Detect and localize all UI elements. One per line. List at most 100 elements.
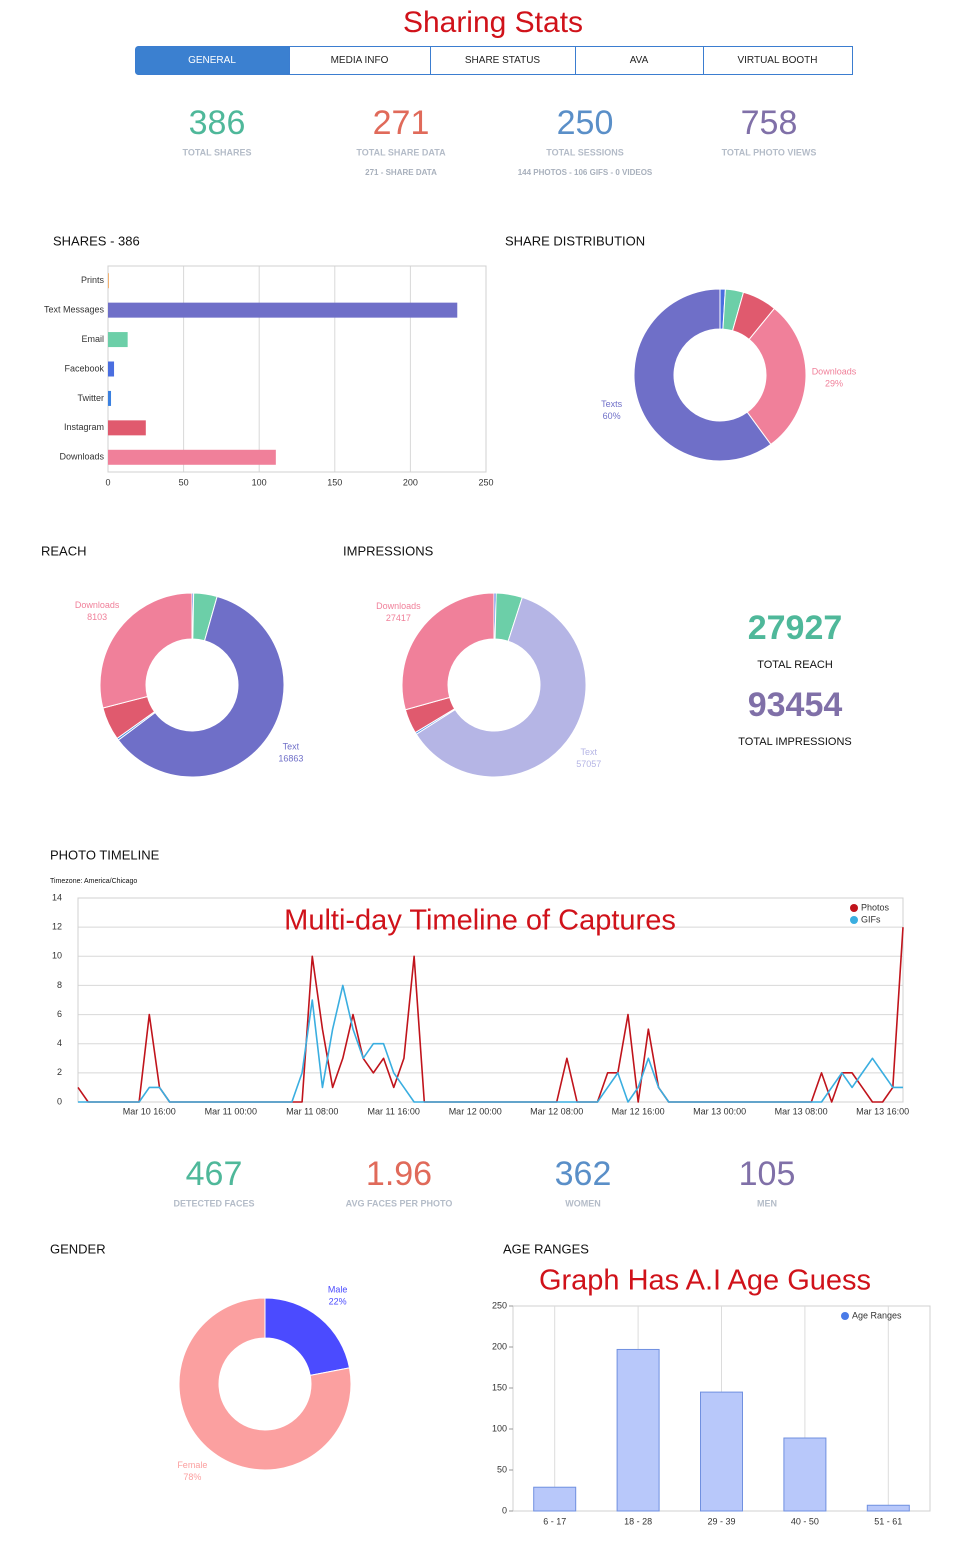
stat-value: 105 (739, 1155, 796, 1193)
legend-label: GIFs (861, 914, 881, 924)
bar (866, 1504, 910, 1512)
x-tick-label: Mar 10 16:00 (123, 1106, 176, 1116)
slice-value: 78% (183, 1472, 201, 1482)
stat-label: TOTAL SHARES (182, 147, 251, 157)
y-tick-label: Downloads (59, 452, 104, 462)
plot-frame (107, 265, 487, 473)
y-tick-label: Prints (81, 275, 105, 285)
x-tick-label: 100 (252, 477, 267, 487)
tab-label[interactable]: AVA (630, 55, 649, 66)
donut-slice (415, 596, 587, 778)
tab[interactable] (289, 46, 431, 75)
chart-title: PHOTO TIMELINE (50, 847, 160, 862)
slice-value: 22% (329, 1297, 347, 1307)
stat-value: 271 (373, 104, 430, 142)
slice-label: Downloads (75, 600, 120, 610)
bar (108, 273, 109, 289)
stat-label: TOTAL SESSIONS (546, 147, 624, 157)
legend-marker (850, 904, 858, 912)
x-tick-label: Mar 12 08:00 (530, 1106, 583, 1116)
donut-slice (264, 1297, 351, 1376)
total-value: 27927 (748, 609, 843, 647)
slice-label: Female (177, 1460, 207, 1470)
tab-label[interactable]: MEDIA INFO (331, 55, 389, 66)
bar (783, 1437, 827, 1512)
donut-slice (99, 592, 193, 709)
stat-value: 467 (186, 1155, 243, 1193)
stat-note: 144 PHOTOS - 106 GIFS - 0 VIDEOS (518, 168, 653, 177)
slice-label: Texts (601, 399, 623, 409)
x-tick-label: 50 (179, 477, 189, 487)
x-tick-label: Mar 13 00:00 (693, 1106, 746, 1116)
chart-title: SHARES - 386 (53, 233, 140, 248)
y-tick-label: 8 (57, 980, 62, 990)
stat-value: 1.96 (366, 1155, 432, 1193)
line-series (78, 984, 903, 1103)
x-tick-label: 150 (327, 477, 342, 487)
chart-title: REACH (41, 543, 87, 558)
slice-label: Downloads (812, 366, 857, 376)
tab-label[interactable]: SHARE STATUS (465, 55, 541, 66)
x-tick-label: 0 (105, 477, 110, 487)
bar (108, 390, 112, 406)
y-tick-label: 250 (492, 1300, 507, 1310)
x-tick-label: 200 (403, 477, 418, 487)
slice-label: Male (328, 1285, 348, 1295)
x-tick-label: Mar 11 00:00 (205, 1106, 257, 1116)
x-tick-label: 40 - 50 (791, 1516, 819, 1526)
stat-value: 362 (555, 1155, 612, 1193)
y-tick-label: 150 (492, 1382, 507, 1392)
x-tick-label: Mar 13 16:00 (856, 1106, 909, 1116)
y-tick-label: 4 (57, 1038, 62, 1048)
y-tick-label: 2 (57, 1067, 62, 1077)
slice-label: Text (581, 747, 598, 757)
stat-label: MEN (757, 1198, 777, 1208)
x-tick-label: Mar 13 08:00 (775, 1106, 828, 1116)
x-tick-label: 51 - 61 (874, 1516, 902, 1526)
y-tick-label: 10 (52, 951, 62, 961)
legend-marker (841, 1312, 849, 1320)
bar (108, 449, 276, 465)
slice-value: 27417 (386, 613, 411, 623)
bar (108, 420, 146, 436)
y-tick-label: Instagram (64, 422, 104, 432)
y-tick-label: Text Messages (44, 305, 105, 315)
x-tick-label: 6 - 17 (543, 1516, 566, 1526)
slice-value: 8103 (87, 612, 107, 622)
bar (108, 332, 128, 348)
tab[interactable] (703, 46, 853, 75)
bar (108, 361, 115, 377)
chart-title: GENDER (50, 1241, 106, 1256)
slice-label: Text (283, 741, 300, 751)
y-tick-label: Facebook (64, 363, 104, 373)
y-tick-label: 14 (52, 892, 62, 902)
legend-label: Photos (861, 902, 890, 912)
donut-slice (117, 595, 285, 778)
y-tick-label: Email (81, 334, 104, 344)
x-tick-label: Mar 12 00:00 (449, 1106, 502, 1116)
chart-title: IMPRESSIONS (343, 543, 434, 558)
x-tick-label: 29 - 39 (707, 1516, 735, 1526)
donut-slice (746, 307, 807, 446)
tab-label[interactable]: VIRTUAL BOOTH (737, 55, 817, 66)
y-tick-label: Twitter (77, 393, 104, 403)
slice-value: 16863 (278, 753, 303, 763)
donut-slice (401, 592, 495, 711)
legend-marker (850, 916, 858, 924)
donut-slice (178, 1297, 352, 1471)
y-tick-label: 100 (492, 1423, 507, 1433)
y-tick-label: 200 (492, 1341, 507, 1351)
tab-label[interactable]: GENERAL (188, 55, 236, 66)
slice-value: 57057 (576, 759, 601, 769)
stat-label: DETECTED FACES (173, 1198, 254, 1208)
stat-label: TOTAL PHOTO VIEWS (722, 147, 817, 157)
stat-value: 386 (189, 104, 246, 142)
stat-value: 758 (741, 104, 798, 142)
annotation: Multi-day Timeline of Captures (284, 905, 676, 937)
bar (700, 1391, 743, 1512)
legend-label: Age Ranges (852, 1310, 902, 1320)
x-tick-label: 18 - 28 (624, 1516, 652, 1526)
bar (108, 302, 458, 318)
